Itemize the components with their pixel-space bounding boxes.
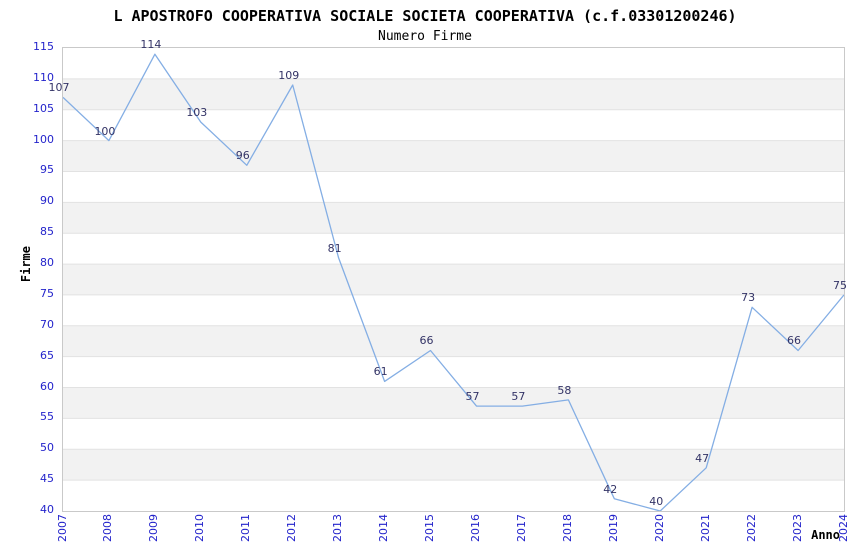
x-tick-label: 2009 bbox=[147, 514, 161, 542]
data-label: 61 bbox=[373, 365, 388, 379]
x-tick-label: 2021 bbox=[698, 514, 712, 542]
chart-subtitle: Numero Firme bbox=[378, 29, 472, 44]
grid-band bbox=[63, 202, 844, 234]
data-label: 40 bbox=[649, 495, 664, 508]
x-tick-label: 2007 bbox=[55, 514, 69, 542]
y-tick-label: 100 bbox=[33, 132, 54, 146]
x-tick-label: 2018 bbox=[560, 514, 574, 542]
data-label: 58 bbox=[557, 383, 572, 397]
grid-band bbox=[63, 233, 844, 265]
x-tick-label: 2015 bbox=[423, 514, 437, 542]
data-label: 96 bbox=[235, 149, 250, 163]
x-tick-label: 2008 bbox=[101, 514, 115, 542]
x-tick-label: 2014 bbox=[377, 514, 391, 542]
x-tick-label: 2011 bbox=[239, 514, 253, 542]
x-tick-label: 2023 bbox=[790, 514, 804, 542]
y-tick-label: 115 bbox=[33, 40, 54, 53]
data-label: 57 bbox=[511, 390, 526, 404]
data-label: 42 bbox=[603, 482, 618, 496]
x-tick-label: 2017 bbox=[514, 514, 528, 542]
data-label: 107 bbox=[48, 81, 70, 95]
y-tick-label: 85 bbox=[40, 225, 54, 239]
y-tick-label: 45 bbox=[40, 472, 54, 486]
x-tick-label: 2024 bbox=[836, 514, 850, 542]
y-tick-label: 40 bbox=[40, 503, 54, 516]
data-label: 114 bbox=[140, 38, 162, 52]
line-series-svg bbox=[63, 48, 844, 511]
grid-band bbox=[63, 418, 844, 450]
data-label: 57 bbox=[465, 390, 480, 404]
x-tick-label: 2013 bbox=[331, 514, 345, 542]
grid-band bbox=[63, 48, 844, 79]
y-tick-label: 80 bbox=[40, 256, 54, 270]
data-label: 103 bbox=[186, 106, 208, 120]
grid-band bbox=[63, 294, 844, 326]
grid-band bbox=[63, 387, 844, 419]
y-tick-label: 95 bbox=[40, 163, 54, 177]
x-axis-title: Anno bbox=[811, 528, 840, 542]
grid-band bbox=[63, 78, 844, 110]
grid-band bbox=[63, 356, 844, 388]
y-tick-label: 105 bbox=[33, 101, 54, 115]
y-tick-label: 55 bbox=[40, 410, 54, 424]
grid-band bbox=[63, 325, 844, 357]
y-tick-label: 70 bbox=[40, 317, 54, 331]
x-tick-label: 2020 bbox=[652, 514, 666, 542]
x-tick-label: 2022 bbox=[744, 514, 758, 542]
plot-area bbox=[62, 47, 845, 512]
x-tick-label: 2016 bbox=[468, 514, 482, 542]
grid-band bbox=[63, 264, 844, 295]
y-tick-label: 75 bbox=[40, 286, 54, 300]
grid-band bbox=[63, 480, 844, 511]
x-tick-label: 2010 bbox=[193, 514, 207, 542]
grid-band bbox=[63, 449, 844, 481]
data-label: 73 bbox=[741, 291, 756, 305]
y-tick-label: 50 bbox=[40, 441, 54, 455]
grid-band bbox=[63, 171, 844, 203]
grid-band bbox=[63, 140, 844, 172]
y-tick-label: 90 bbox=[40, 194, 54, 208]
y-tick-label: 110 bbox=[33, 70, 54, 84]
x-tick-label: 2019 bbox=[606, 514, 620, 542]
y-tick-label: 65 bbox=[40, 348, 54, 362]
y-tick-label: 60 bbox=[40, 379, 54, 393]
line-series bbox=[63, 53, 844, 511]
data-label: 47 bbox=[695, 451, 710, 465]
grid-band bbox=[63, 109, 844, 141]
data-label: 66 bbox=[419, 334, 434, 348]
data-label: 100 bbox=[94, 124, 116, 138]
data-label: 75 bbox=[833, 278, 847, 292]
chart-title: L APOSTROFO COOPERATIVA SOCIALE SOCIETA … bbox=[113, 7, 737, 25]
data-label: 66 bbox=[787, 334, 802, 348]
x-tick-label: 2012 bbox=[285, 514, 299, 542]
data-label: 81 bbox=[327, 241, 342, 255]
data-label: 109 bbox=[278, 69, 300, 83]
